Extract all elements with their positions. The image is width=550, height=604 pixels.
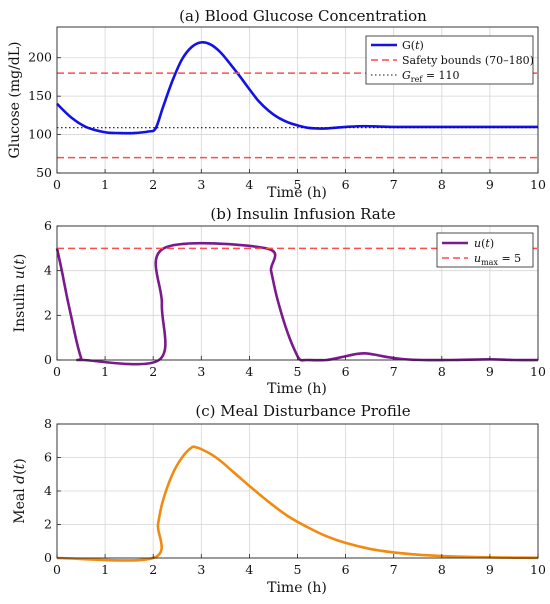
panel-b: (b) Insulin Infusion Rate 0 1 2 3 4 5 6 7 8 9 10 0… <box>12 205 546 397</box>
x-tick-label: 3 <box>197 364 205 379</box>
panel-a-xlabel: Time (h) <box>267 185 327 201</box>
x-tick-label: 7 <box>390 177 398 192</box>
y-tick-label: 2 <box>44 307 52 322</box>
legend-umax-label: umax = 5 <box>474 252 521 267</box>
x-tick-label: 6 <box>342 364 350 379</box>
y-tick-label: 0 <box>44 352 52 367</box>
panel-c: (c) Meal Disturbance Profile 0 1 2 3 4 5 6 7 8 9 1… <box>12 402 546 596</box>
y-tick-label: 150 <box>28 88 52 103</box>
x-tick-label: 5 <box>294 562 302 577</box>
panel-c-xlabel: Time (h) <box>267 580 327 596</box>
x-tick-label: 0 <box>53 364 61 379</box>
x-tick-label: 10 <box>530 562 546 577</box>
y-tick-label: 6 <box>44 218 52 233</box>
panel-c-title: (c) Meal Disturbance Profile <box>195 402 410 420</box>
y-tick-label: 4 <box>44 483 52 498</box>
x-tick-label: 9 <box>486 562 494 577</box>
x-tick-label: 9 <box>486 364 494 379</box>
panel-a-title: (a) Blood Glucose Concentration <box>179 7 427 25</box>
x-tick-label: 3 <box>197 177 205 192</box>
y-tick-label: 6 <box>44 450 52 465</box>
x-tick-label: 4 <box>245 364 253 379</box>
series-line <box>55 241 539 366</box>
panel-b-xlabel: Time (h) <box>267 381 327 397</box>
x-tick-label: 8 <box>438 562 446 577</box>
series-line <box>56 445 539 562</box>
x-tick-label: 5 <box>294 364 302 379</box>
panel-b-legend-box <box>436 232 534 268</box>
x-tick-label: 0 <box>53 562 61 577</box>
legend-insulin-label: u(t) <box>474 237 494 250</box>
x-tick-label: 0 <box>53 177 61 192</box>
legend-safety-label: Safety bounds (70–180) <box>402 54 534 67</box>
panel-b-title: (b) Insulin Infusion Rate <box>210 205 395 223</box>
panel-a-legend: G(t) Safety bounds (70–180) Gref = 110 <box>365 35 534 85</box>
x-tick-label: 1 <box>101 177 109 192</box>
x-tick-label: 2 <box>149 562 157 577</box>
y-tick-label: 100 <box>28 127 52 142</box>
x-tick-label: 10 <box>530 364 546 379</box>
x-tick-label: 6 <box>342 562 350 577</box>
x-tick-label: 7 <box>390 562 398 577</box>
x-tick-label: 3 <box>197 562 205 577</box>
x-tick-label: 1 <box>101 364 109 379</box>
x-tick-label: 5 <box>294 177 302 192</box>
x-tick-label: 4 <box>245 562 253 577</box>
y-tick-label: 8 <box>44 416 52 431</box>
y-tick-label: 200 <box>28 50 52 65</box>
x-tick-label: 4 <box>245 177 253 192</box>
panel-b-legend: u(t) umax = 5 <box>436 232 534 268</box>
x-tick-label: 8 <box>438 177 446 192</box>
x-tick-label: 2 <box>149 364 157 379</box>
panel-a: (a) Blood Glucose Concentration 0 1 2 3 4 5 6 7… <box>7 7 546 201</box>
legend-glucose-label: G(t) <box>402 39 424 52</box>
x-tick-label: 6 <box>342 177 350 192</box>
y-tick-label: 2 <box>44 517 52 532</box>
x-tick-label: 7 <box>390 364 398 379</box>
x-tick-label: 1 <box>101 562 109 577</box>
y-tick-label: 4 <box>44 263 52 278</box>
y-tick-label: 0 <box>44 550 52 565</box>
legend-ref-label: Gref = 110 <box>402 69 460 84</box>
x-tick-label: 8 <box>438 364 446 379</box>
panel-c-ylabel: Meal d(t) <box>12 458 28 523</box>
panel-b-ylabel: Insulin u(t) <box>12 254 28 333</box>
x-tick-label: 10 <box>530 177 546 192</box>
x-tick-label: 2 <box>149 177 157 192</box>
y-tick-label: 50 <box>36 165 52 180</box>
panel-a-ylabel: Glucose (mg/dL) <box>7 41 23 158</box>
x-tick-label: 9 <box>486 177 494 192</box>
